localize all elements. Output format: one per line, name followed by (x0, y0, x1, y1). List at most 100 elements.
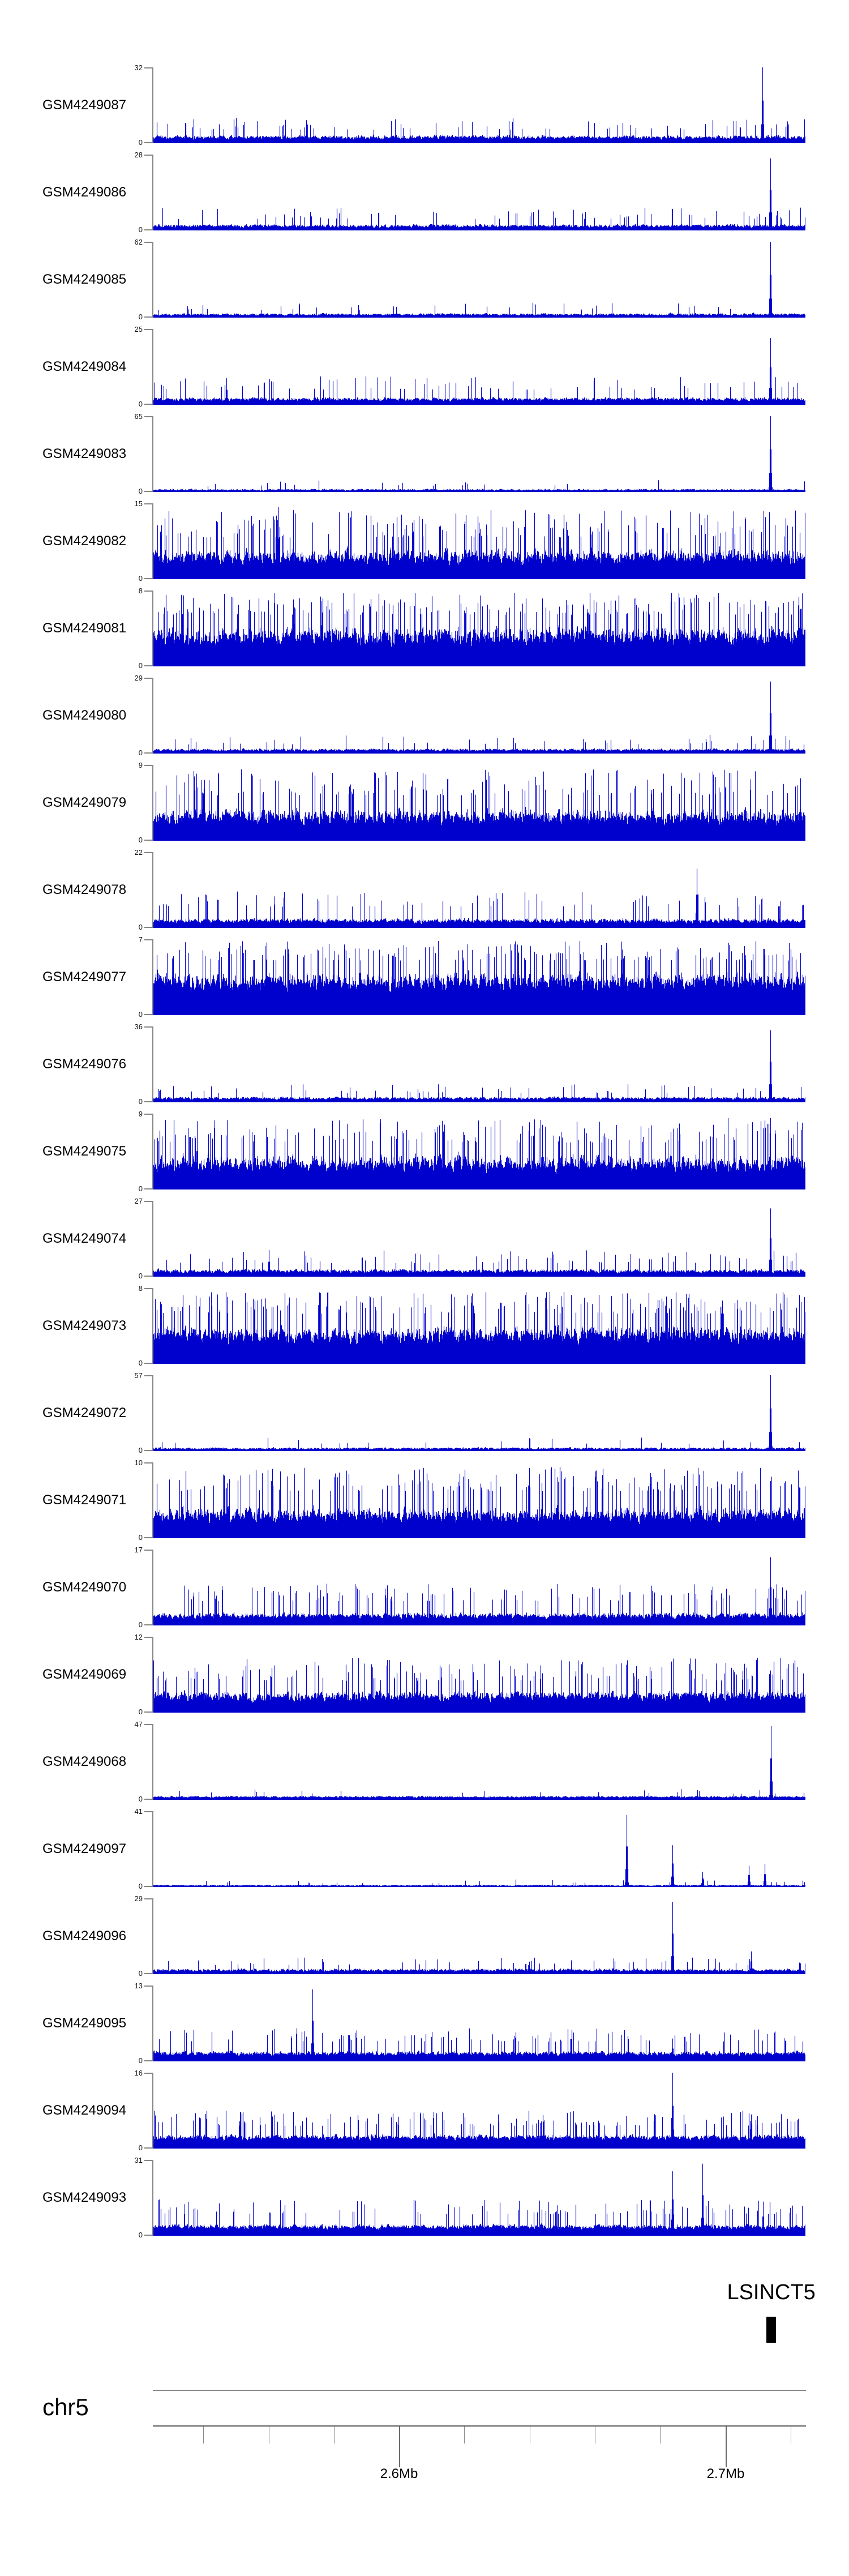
track-sample-label: GSM4249068 (42, 1754, 127, 1769)
yaxis-bottom-tick (144, 1101, 152, 1102)
yaxis-bottom-tick (144, 1886, 152, 1887)
track-yzero-label: 0 (138, 836, 143, 844)
track-yzero-label: 0 (138, 487, 143, 495)
yaxis-line (152, 1898, 153, 1974)
axis-top-line (153, 2390, 806, 2391)
yaxis-bottom-tick (144, 1276, 152, 1277)
coverage-histogram (153, 158, 805, 230)
track-yzero-label: 0 (138, 748, 143, 757)
track-sample-label: GSM4249073 (42, 1318, 127, 1333)
track-ymax-label: 7 (138, 935, 143, 944)
yaxis-top-tick (144, 1637, 152, 1638)
track-sample-label: GSM4249070 (42, 1580, 127, 1595)
yaxis-bottom-tick (144, 840, 152, 841)
gene-label-lsinct5: LSINCT5 (727, 2280, 816, 2304)
yaxis-top-tick (144, 939, 152, 940)
yaxis-line (152, 329, 153, 405)
yaxis-bottom-tick (144, 1450, 152, 1451)
yaxis-bottom-tick (144, 491, 152, 492)
track-ymax-label: 31 (134, 2156, 143, 2164)
track-ymax-label: 9 (138, 761, 143, 769)
yaxis-bottom-tick (144, 1711, 152, 1713)
yaxis-line (152, 1375, 153, 1451)
track-sample-label: GSM4249077 (42, 969, 127, 985)
track-sample-label: GSM4249097 (42, 1841, 127, 1856)
track-sample-label: GSM4249069 (42, 1667, 127, 1682)
ruler-major-tick (726, 2427, 727, 2467)
track-yzero-label: 0 (138, 1533, 143, 1542)
track-ymax-label: 25 (134, 325, 143, 333)
genome-ruler-line (153, 2425, 806, 2427)
track-ymax-label: 29 (134, 1894, 143, 1903)
track-sample-label: GSM4249093 (42, 2190, 127, 2205)
yaxis-top-tick (144, 2160, 152, 2161)
coverage-histogram (153, 1291, 805, 1364)
track-yzero-label: 0 (138, 1708, 143, 1716)
yaxis-bottom-tick (144, 665, 152, 666)
track-sample-label: GSM4249082 (42, 533, 127, 549)
track-yzero-label: 0 (138, 1010, 143, 1019)
track-ymax-label: 8 (138, 1284, 143, 1293)
yaxis-line (152, 1026, 153, 1102)
track-yzero-label: 0 (138, 1184, 143, 1193)
track-sample-label: GSM4249075 (42, 1144, 127, 1159)
coverage-histogram (153, 507, 805, 579)
track-yzero-label: 0 (138, 138, 143, 147)
track-yzero-label: 0 (138, 1795, 143, 1803)
track-ymax-label: 65 (134, 412, 143, 421)
yaxis-line (152, 1288, 153, 1364)
track-ymax-label: 32 (134, 63, 143, 72)
yaxis-top-tick (144, 1201, 152, 1202)
yaxis-top-tick (144, 1288, 152, 1289)
yaxis-top-tick (144, 67, 152, 69)
yaxis-bottom-tick (144, 1014, 152, 1015)
track-ymax-label: 57 (134, 1371, 143, 1380)
ruler-major-tick (399, 2427, 400, 2467)
track-yzero-label: 0 (138, 2056, 143, 2065)
yaxis-line (152, 1550, 153, 1625)
yaxis-top-tick (144, 1811, 152, 1812)
track-ymax-label: 41 (134, 1807, 143, 1816)
yaxis-bottom-tick (144, 1363, 152, 1364)
track-yzero-label: 0 (138, 574, 143, 583)
yaxis-top-tick (144, 329, 152, 330)
coverage-histogram (153, 338, 805, 405)
yaxis-top-tick (144, 1462, 152, 1464)
yaxis-top-tick (144, 1026, 152, 1028)
track-yzero-label: 0 (138, 1446, 143, 1454)
yaxis-line (152, 590, 153, 666)
yaxis-line (152, 1724, 153, 1800)
track-ymax-label: 8 (138, 587, 143, 595)
track-yzero-label: 0 (138, 1882, 143, 1890)
yaxis-bottom-tick (144, 229, 152, 230)
ruler-minor-tick (660, 2427, 661, 2444)
yaxis-top-tick (144, 1550, 152, 1551)
track-yzero-label: 0 (138, 923, 143, 931)
yaxis-bottom-tick (144, 1537, 152, 1538)
coverage-histogram (153, 1208, 805, 1277)
yaxis-top-tick (144, 2073, 152, 2074)
coverage-histogram (153, 868, 805, 928)
coverage-histogram (153, 1466, 805, 1538)
yaxis-top-tick (144, 1724, 152, 1725)
coverage-histogram (153, 681, 805, 754)
coverage-histogram (153, 1658, 805, 1713)
track-yzero-label: 0 (138, 2231, 143, 2239)
coverage-histogram (153, 1118, 805, 1189)
track-sample-label: GSM4249081 (42, 621, 127, 636)
yaxis-bottom-tick (144, 142, 152, 143)
coverage-histogram (153, 1989, 805, 2061)
track-sample-label: GSM4249076 (42, 1056, 127, 1072)
track-yzero-label: 0 (138, 2143, 143, 2152)
yaxis-top-tick (144, 852, 152, 853)
yaxis-line (152, 1114, 153, 1189)
yaxis-line (152, 416, 153, 492)
coverage-histogram (153, 2073, 805, 2149)
track-yzero-label: 0 (138, 661, 143, 670)
yaxis-bottom-tick (144, 2147, 152, 2149)
yaxis-bottom-tick (144, 316, 152, 318)
coverage-histogram (153, 1557, 805, 1625)
yaxis-top-tick (144, 416, 152, 417)
ruler-minor-tick (203, 2427, 204, 2444)
yaxis-line (152, 242, 153, 318)
